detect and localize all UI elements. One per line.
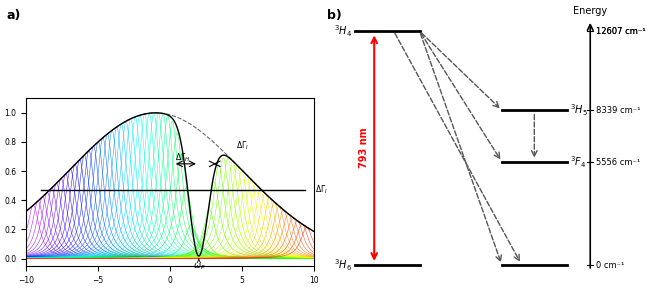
Text: Energy: Energy xyxy=(573,6,608,16)
Text: $^3F_4$: $^3F_4$ xyxy=(570,154,586,170)
Text: 12607 cm⁻¹: 12607 cm⁻¹ xyxy=(596,27,645,36)
Text: 5556 cm⁻¹: 5556 cm⁻¹ xyxy=(596,158,640,166)
Text: b): b) xyxy=(327,9,342,22)
Text: $\omega_P$: $\omega_P$ xyxy=(192,259,205,272)
Text: $^3H_6$: $^3H_6$ xyxy=(334,257,352,273)
Text: $^3H_4$: $^3H_4$ xyxy=(334,23,352,39)
Text: a): a) xyxy=(7,9,21,22)
Text: $\Delta\Gamma_I$: $\Delta\Gamma_I$ xyxy=(236,140,249,152)
Text: $\Delta\Gamma_H$: $\Delta\Gamma_H$ xyxy=(175,152,191,164)
Text: 12607 cm⁻¹: 12607 cm⁻¹ xyxy=(596,27,645,36)
Text: 0 cm⁻¹: 0 cm⁻¹ xyxy=(596,261,625,270)
Text: $\Delta\Gamma_I$: $\Delta\Gamma_I$ xyxy=(315,184,328,196)
Text: 8339 cm⁻¹: 8339 cm⁻¹ xyxy=(596,106,641,115)
Text: 793 nm: 793 nm xyxy=(359,128,369,168)
Text: $^3H_5$: $^3H_5$ xyxy=(570,103,587,118)
